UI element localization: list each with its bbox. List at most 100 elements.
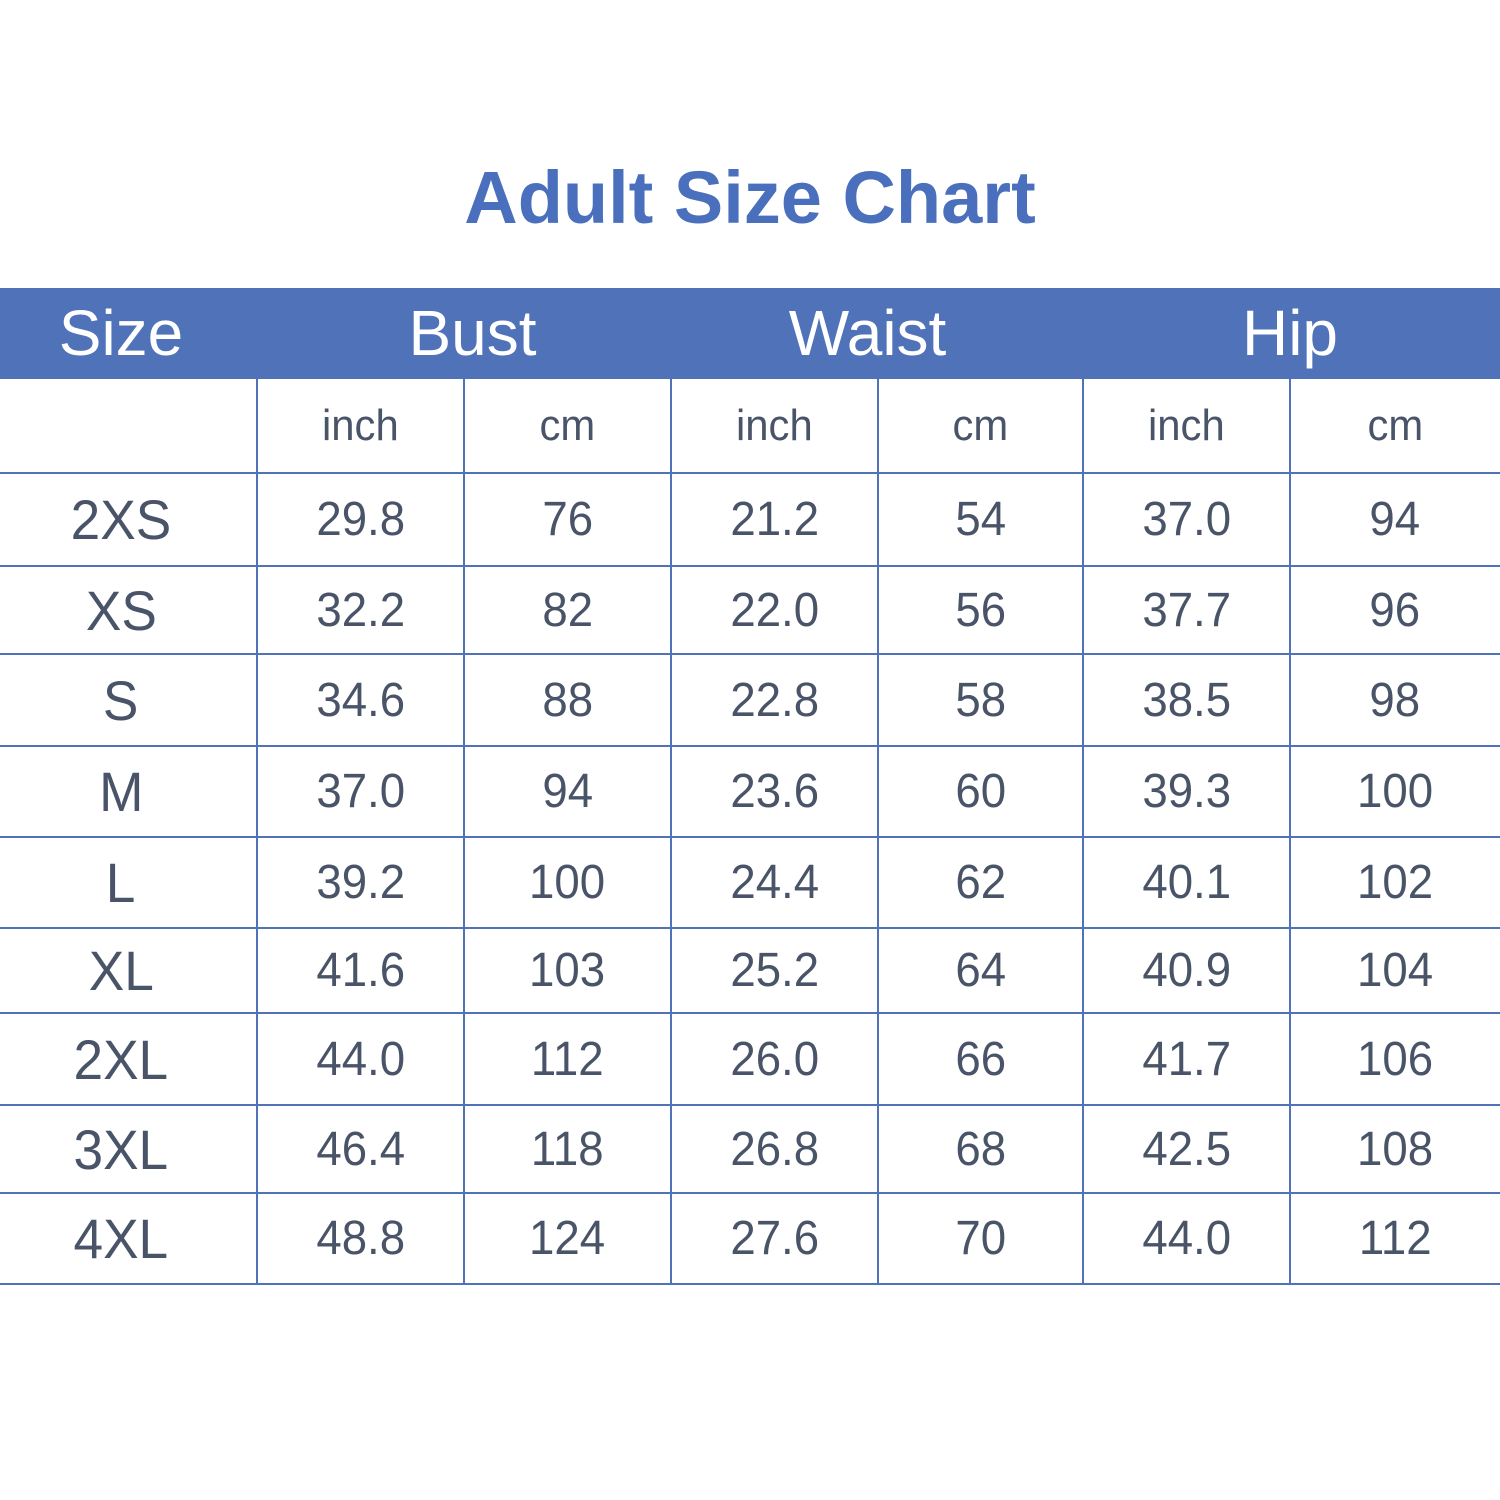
table-cell-text: 112 xyxy=(531,1032,604,1086)
table-cell: 54 xyxy=(878,473,1083,566)
table-cell-text: 26.8 xyxy=(730,1122,819,1176)
table-cell: 22.8 xyxy=(671,654,878,746)
size-label-text: XL xyxy=(88,939,154,1002)
table-cell: 112 xyxy=(1290,1193,1500,1284)
table-cell-text: 118 xyxy=(531,1122,604,1176)
table-cell: 60 xyxy=(878,746,1083,837)
table-cell-text: 44.0 xyxy=(1142,1212,1231,1265)
row-divider xyxy=(0,745,1500,747)
size-label: S xyxy=(0,654,242,746)
table-cell-text: 68 xyxy=(955,1122,1006,1176)
table-cell: 44.0 xyxy=(257,1013,464,1105)
table-cell-text: 96 xyxy=(1369,583,1421,637)
size-label: M xyxy=(0,746,242,837)
table-cell-text: 88 xyxy=(542,673,593,727)
table-cell: 64 xyxy=(878,928,1083,1013)
size-label-text: 2XS xyxy=(70,488,172,551)
table-cell-text: 124 xyxy=(529,1212,606,1265)
unit-label-text: cm xyxy=(539,401,596,450)
size-label: L xyxy=(0,837,242,928)
table-cell-text: 104 xyxy=(1356,944,1434,997)
row-divider xyxy=(0,653,1500,655)
header-waist: Waist xyxy=(788,297,947,369)
table-cell: 37.0 xyxy=(1083,473,1290,566)
table-cell-text: 60 xyxy=(955,765,1006,818)
table-cell-text: 25.2 xyxy=(730,944,819,997)
table-cell: 24.4 xyxy=(671,837,878,928)
table-cell: 56 xyxy=(878,566,1083,654)
table-cell: 94 xyxy=(1290,473,1500,566)
unit-label: cm xyxy=(464,379,671,473)
table-cell: 106 xyxy=(1290,1013,1500,1105)
table-cell: 38.5 xyxy=(1083,654,1290,746)
row-divider xyxy=(0,1104,1500,1106)
table-cell-text: 39.2 xyxy=(316,856,405,909)
table-cell-text: 37.0 xyxy=(1142,493,1231,546)
table-cell: 103 xyxy=(464,928,671,1013)
table-cell: 39.3 xyxy=(1083,746,1290,837)
table-cell: 29.8 xyxy=(257,473,464,566)
table-cell-text: 26.0 xyxy=(730,1032,819,1086)
table-cell-text: 27.6 xyxy=(730,1212,819,1265)
table-cell: 124 xyxy=(464,1193,671,1284)
unit-label: cm xyxy=(1290,379,1500,473)
header-size: Size xyxy=(58,297,184,369)
table-cell: 40.9 xyxy=(1083,928,1290,1013)
row-divider xyxy=(0,472,1500,474)
table-cell-text: 100 xyxy=(529,856,606,909)
unit-label-text: cm xyxy=(952,401,1009,450)
unit-label-text: inch xyxy=(1148,401,1225,450)
table-cell: 26.0 xyxy=(671,1013,878,1105)
unit-label: inch xyxy=(1083,379,1290,473)
table-cell-text: 44.0 xyxy=(316,1032,405,1086)
table-cell-text: 102 xyxy=(1356,856,1434,909)
table-cell-text: 70 xyxy=(955,1212,1006,1265)
table-cell: 58 xyxy=(878,654,1083,746)
unit-label: cm xyxy=(878,379,1083,473)
size-label-text: M xyxy=(98,760,144,823)
table-cell-text: 29.8 xyxy=(316,493,405,546)
table-cell: 68 xyxy=(878,1105,1083,1193)
row-divider xyxy=(0,836,1500,838)
table-cell: 100 xyxy=(1290,746,1500,837)
table-cell-text: 41.6 xyxy=(316,944,405,997)
table-cell: 96 xyxy=(1290,566,1500,654)
table-cell-text: 94 xyxy=(542,765,593,818)
row-divider xyxy=(0,1012,1500,1014)
table-cell: 26.8 xyxy=(671,1105,878,1193)
table-cell: 40.1 xyxy=(1083,837,1290,928)
table-cell-text: 37.0 xyxy=(316,765,405,818)
size-label-text: 3XL xyxy=(73,1117,169,1181)
header-hip: Hip xyxy=(1241,297,1339,369)
size-label: 2XL xyxy=(0,1013,242,1105)
table-cell: 48.8 xyxy=(257,1193,464,1284)
row-divider xyxy=(0,927,1500,929)
table-cell: 104 xyxy=(1290,928,1500,1013)
table-cell-text: 42.5 xyxy=(1142,1122,1231,1176)
table-cell-text: 98 xyxy=(1369,673,1421,727)
table-cell-text: 41.7 xyxy=(1142,1032,1231,1086)
table-cell-text: 23.6 xyxy=(730,765,819,818)
table-cell-text: 21.2 xyxy=(730,493,819,546)
column-divider xyxy=(1082,379,1084,1284)
size-label-text: L xyxy=(106,851,136,914)
table-cell-text: 34.6 xyxy=(316,673,405,727)
table-cell: 112 xyxy=(464,1013,671,1105)
table-cell-text: 40.9 xyxy=(1142,944,1231,997)
table-cell-text: 46.4 xyxy=(316,1122,405,1176)
table-cell-text: 39.3 xyxy=(1142,765,1231,818)
table-cell-text: 66 xyxy=(955,1032,1006,1086)
table-cell: 118 xyxy=(464,1105,671,1193)
size-label-text: 4XL xyxy=(73,1207,169,1270)
table-cell: 41.7 xyxy=(1083,1013,1290,1105)
table-cell: 102 xyxy=(1290,837,1500,928)
size-label: XS xyxy=(0,566,242,654)
unit-label-text: inch xyxy=(322,401,399,450)
row-divider xyxy=(0,1283,1500,1285)
table-cell: 62 xyxy=(878,837,1083,928)
table-cell: 98 xyxy=(1290,654,1500,746)
column-divider xyxy=(256,379,258,1284)
table-cell-text: 103 xyxy=(529,944,606,997)
table-cell-text: 106 xyxy=(1356,1032,1434,1086)
table-cell: 23.6 xyxy=(671,746,878,837)
